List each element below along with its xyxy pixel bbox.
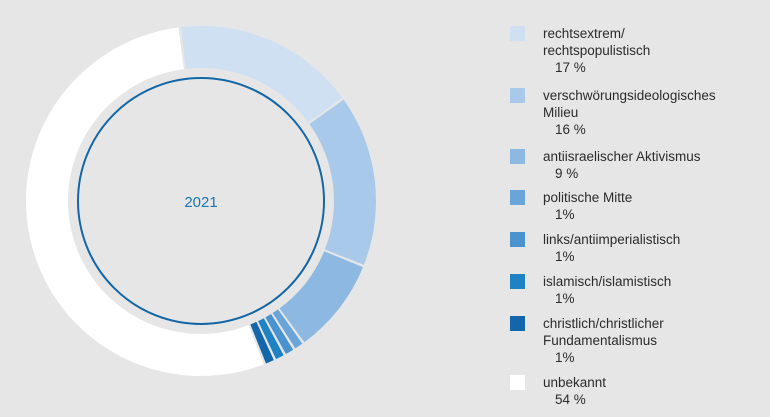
legend-swatch (510, 190, 525, 205)
legend-swatch (510, 274, 525, 289)
legend-label: antiisraelischer Aktivismus (543, 149, 701, 164)
legend-label: islamisch/islamistisch (543, 274, 672, 289)
donut-slice-1 (180, 26, 343, 123)
legend-percent: 17 % (555, 60, 586, 75)
donut-slice-4 (272, 309, 303, 349)
donut-slice-2 (309, 99, 376, 265)
legend-percent: 1% (555, 291, 575, 306)
legend-swatch (510, 26, 525, 41)
donut-slice-5 (265, 314, 294, 355)
inner-ring-line (77, 77, 325, 325)
legend-text: christlich/christlicher Fundamentalismus… (543, 315, 770, 366)
legend-label: rechtsextrem/ rechtspopulistisch (543, 26, 651, 58)
legend-text: links/antiimperialistisch 1% (543, 231, 770, 265)
donut-chart: 2021 (26, 26, 376, 376)
legend-label: verschwörungsideologisches Milieu (543, 88, 716, 120)
legend-label: christlich/christlicher Fundamentalismus (543, 316, 664, 348)
legend-percent: 54 % (555, 392, 586, 407)
legend-text: verschwörungsideologisches Milieu 16 % (543, 87, 770, 138)
legend-label: unbekannt (543, 375, 607, 390)
legend-text: unbekannt 54 % (543, 374, 770, 408)
legend-swatch (510, 316, 525, 331)
donut-slice-7 (250, 321, 274, 364)
legend-percent: 1% (555, 249, 575, 264)
legend-text: rechtsextrem/ rechtspopulistisch 17 % (543, 25, 770, 76)
legend-percent: 1% (555, 207, 575, 222)
legend-swatch (510, 375, 525, 390)
legend-percent: 16 % (555, 122, 586, 137)
legend-swatch (510, 149, 525, 164)
legend-percent: 1% (555, 350, 575, 365)
donut-slices (26, 26, 376, 376)
legend-text: islamisch/islamistisch 1% (543, 273, 770, 307)
center-year-label: 2021 (184, 194, 217, 211)
legend-label: links/antiimperialistisch (543, 232, 681, 247)
legend-text: politische Mitte 1% (543, 189, 770, 223)
legend-swatch (510, 232, 525, 247)
donut-slice-6 (258, 318, 284, 360)
legend-swatch (510, 88, 525, 103)
donut-slice-8 (26, 27, 264, 376)
donut-slice-3 (279, 251, 364, 343)
legend-label: politische Mitte (543, 190, 633, 205)
legend-percent: 9 % (555, 166, 579, 181)
legend-text: antiisraelischer Aktivismus 9 % (543, 148, 770, 182)
